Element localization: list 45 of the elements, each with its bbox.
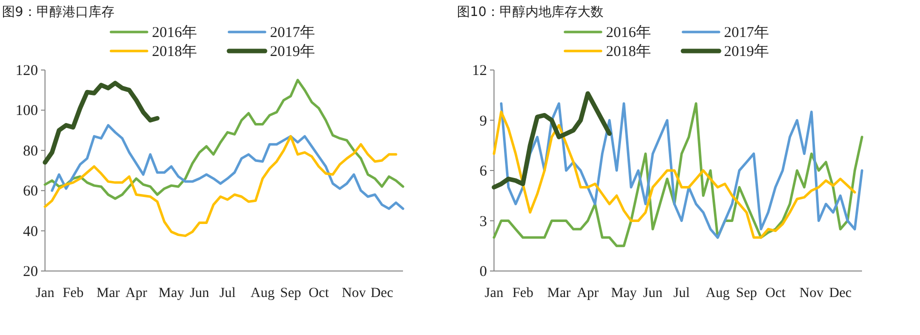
x-tick-label: Nov (799, 286, 824, 301)
x-tick-label: Oct (308, 286, 329, 301)
x-tick-label: Sep (736, 286, 758, 301)
legend-label: 2018年 (606, 43, 651, 60)
y-tick-label: 60 (23, 184, 38, 200)
x-tick-label: Dec (370, 286, 394, 301)
x-tick-label: Nov (342, 286, 366, 301)
legend-label: 2016年 (606, 24, 651, 41)
legend-label: 2017年 (270, 24, 315, 41)
x-tick-label: Oct (765, 286, 786, 301)
y-tick-label: 40 (23, 224, 38, 240)
y-tick-label: 12 (472, 63, 487, 79)
y-tick-label: 9 (480, 113, 487, 130)
x-tick-label: Apr (576, 286, 600, 301)
legend-label: 2018年 (152, 43, 197, 60)
x-tick-label: Jun (190, 286, 210, 301)
chart-title: 图9：甲醇港口库存 (2, 5, 114, 20)
x-tick-label: Jul (673, 286, 690, 301)
y-tick-label: 120 (16, 63, 38, 79)
x-tick-label: Mar (96, 286, 120, 301)
legend-label: 2017年 (724, 24, 769, 41)
x-tick-label: May (611, 286, 637, 301)
x-tick-label: Jun (643, 286, 662, 301)
x-tick-label: Aug (250, 286, 275, 301)
y-tick-label: 100 (16, 103, 38, 120)
x-tick-label: Mar (547, 286, 571, 301)
x-tick-label: Jan (36, 286, 54, 301)
y-tick-label: 20 (23, 264, 38, 280)
x-tick-label: Feb (62, 286, 84, 301)
x-tick-label: Aug (706, 286, 730, 301)
x-tick-label: Apr (125, 286, 148, 301)
x-tick-label: Sep (280, 286, 302, 301)
legend-label: 2019年 (270, 43, 315, 60)
y-tick-label: 6 (480, 164, 488, 180)
legend-label: 2016年 (152, 24, 197, 41)
y-tick-label: 0 (480, 264, 487, 280)
y-tick-label: 80 (23, 143, 38, 160)
x-tick-label: Feb (512, 286, 534, 301)
legend-label: 2019年 (724, 43, 769, 60)
x-tick-label: Jul (219, 286, 236, 301)
y-tick-label: 3 (480, 214, 487, 230)
x-tick-label: Jan (484, 286, 504, 301)
x-tick-label: May (158, 286, 184, 301)
x-tick-label: Dec (829, 286, 852, 301)
chart-title: 图10：甲醇内地库存大数 (457, 5, 604, 20)
